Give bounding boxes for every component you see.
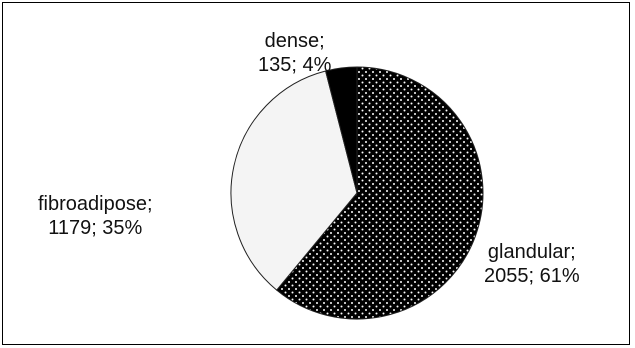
- pie-slice-fibroadipose: [230, 70, 358, 291]
- label-fibroadipose-name: fibroadipose;: [38, 193, 153, 215]
- label-glandular-name: glandular;: [487, 241, 576, 263]
- pie-slice-glandular: [275, 66, 484, 320]
- label-fibroadipose: fibroadipose; 1179; 35%: [38, 192, 153, 240]
- label-dense: dense; 135; 4%: [258, 29, 331, 77]
- label-dense-name: dense;: [264, 30, 325, 52]
- label-fibroadipose-value: 1179; 35%: [48, 217, 143, 239]
- label-dense-value: 135; 4%: [258, 54, 332, 76]
- pie-slice-dense: [325, 66, 358, 194]
- label-glandular-value: 2055; 61%: [484, 265, 580, 287]
- label-glandular: glandular; 2055; 61%: [484, 240, 580, 288]
